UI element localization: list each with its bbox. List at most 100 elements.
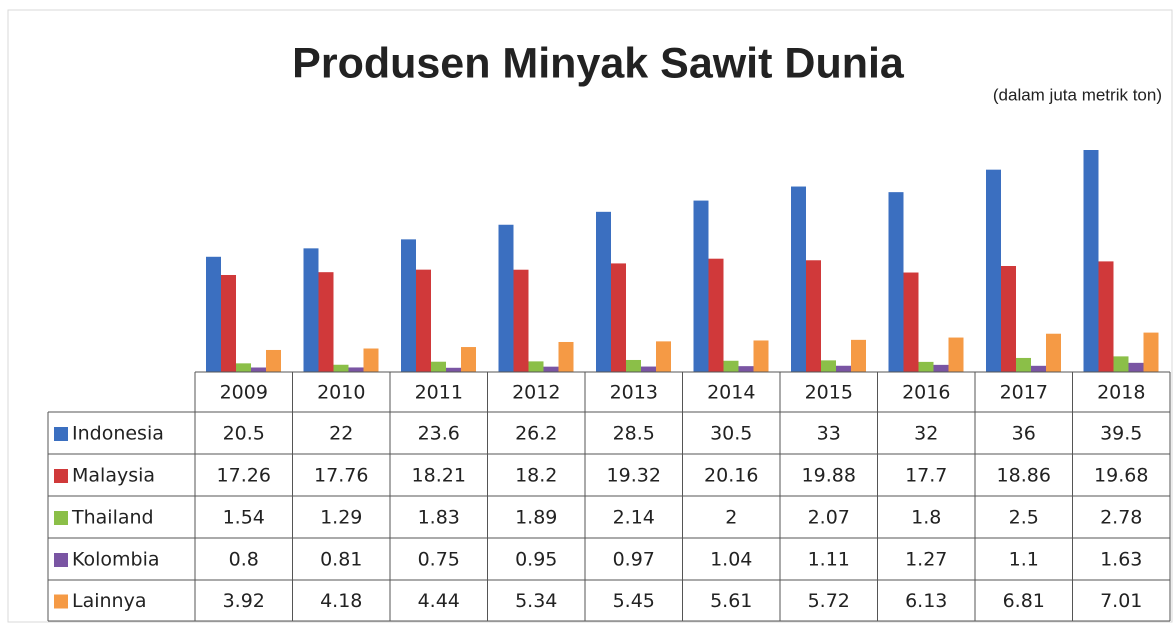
bar [416, 269, 431, 372]
table-value: 3.92 [223, 590, 265, 612]
x-tick-label: 2012 [512, 382, 560, 404]
table-value: 39.5 [1100, 423, 1142, 445]
table-value: 19.68 [1094, 465, 1148, 487]
bar [1098, 261, 1114, 372]
table-value: 17.7 [905, 465, 947, 487]
legend-label: Lainnya [72, 590, 146, 612]
bar [888, 192, 904, 372]
table-value: 18.86 [997, 465, 1051, 487]
table-value: 4.18 [320, 590, 362, 612]
bar [236, 363, 251, 372]
table-value: 22 [329, 423, 353, 445]
table-value: 1.04 [710, 549, 752, 571]
bar [1083, 150, 1099, 372]
x-tick-label: 2017 [1000, 382, 1048, 404]
bar [986, 169, 1001, 372]
x-tick-label: 2009 [220, 382, 268, 404]
bar [626, 359, 641, 372]
bar [251, 367, 266, 372]
bar [1128, 362, 1144, 372]
table-value: 18.2 [515, 465, 557, 487]
bar [903, 272, 919, 372]
x-tick-label: 2010 [317, 382, 365, 404]
table-value: 1.89 [515, 507, 557, 529]
bar [498, 224, 514, 372]
bar [318, 272, 334, 372]
bar [753, 340, 769, 372]
legend-swatch [54, 511, 68, 525]
bar [693, 200, 709, 372]
bar [1113, 356, 1129, 372]
table-value: 2.5 [1009, 507, 1039, 529]
x-tick-label: 2016 [902, 382, 950, 404]
bar [596, 211, 611, 372]
table-value: 0.95 [515, 549, 557, 571]
table-value: 36 [1012, 423, 1036, 445]
table-value: 0.81 [320, 549, 362, 571]
bar [1001, 266, 1016, 372]
table-value: 0.8 [229, 549, 259, 571]
table-value: 2.07 [808, 507, 850, 529]
table-value: 19.88 [802, 465, 856, 487]
bar [738, 366, 754, 372]
bar [1016, 357, 1031, 372]
table-value: 17.26 [217, 465, 271, 487]
table-value: 28.5 [613, 423, 655, 445]
table-value: 1.1 [1009, 549, 1039, 571]
table-value: 1.8 [911, 507, 941, 529]
bar [821, 360, 836, 372]
bar [611, 263, 626, 372]
legend-label: Malaysia [72, 465, 155, 487]
bar [266, 349, 281, 372]
table-value: 19.32 [607, 465, 661, 487]
table-value: 1.11 [808, 549, 850, 571]
table-value: 1.63 [1100, 549, 1142, 571]
table-value: 6.81 [1003, 590, 1045, 612]
bar [513, 269, 529, 372]
bar [933, 364, 949, 372]
bar [1031, 365, 1046, 372]
bar [806, 260, 821, 372]
bar [303, 248, 319, 372]
table-value: 1.83 [418, 507, 460, 529]
bar [851, 339, 866, 372]
bar [791, 186, 806, 372]
x-tick-label: 2011 [415, 382, 463, 404]
bar [221, 274, 236, 372]
bar [836, 365, 851, 372]
table-value: 2.78 [1100, 507, 1142, 529]
table-value: 5.34 [515, 590, 557, 612]
bar [528, 361, 544, 372]
table-value: 33 [817, 423, 841, 445]
bar [558, 341, 574, 372]
table-value: 5.45 [613, 590, 655, 612]
chart-subtitle: (dalam juta metrik ton) [993, 85, 1162, 104]
legend-swatch [54, 469, 68, 483]
legend-swatch [54, 427, 68, 441]
bar [723, 360, 739, 372]
x-tick-label: 2018 [1097, 382, 1145, 404]
bar [948, 337, 964, 372]
table-value: 1.29 [320, 507, 362, 529]
chart-title: Produsen Minyak Sawit Dunia [292, 39, 905, 87]
legend-label: Thailand [71, 507, 154, 529]
table-value: 20.16 [704, 465, 758, 487]
table-value: 23.6 [418, 423, 460, 445]
bar [363, 348, 379, 372]
legend-label: Kolombia [72, 549, 160, 571]
table-value: 1.27 [905, 549, 947, 571]
x-tick-label: 2013 [610, 382, 658, 404]
table-value: 7.01 [1100, 590, 1142, 612]
bar [543, 366, 559, 372]
table-value: 1.54 [223, 507, 265, 529]
bar [918, 361, 934, 372]
bar [446, 367, 461, 372]
legend-swatch [54, 594, 68, 609]
bar [461, 347, 476, 372]
legend-swatch [54, 553, 68, 567]
table-value: 5.72 [808, 590, 850, 612]
table-value: 4.44 [418, 590, 460, 612]
bar [333, 364, 349, 372]
bar [641, 366, 656, 372]
